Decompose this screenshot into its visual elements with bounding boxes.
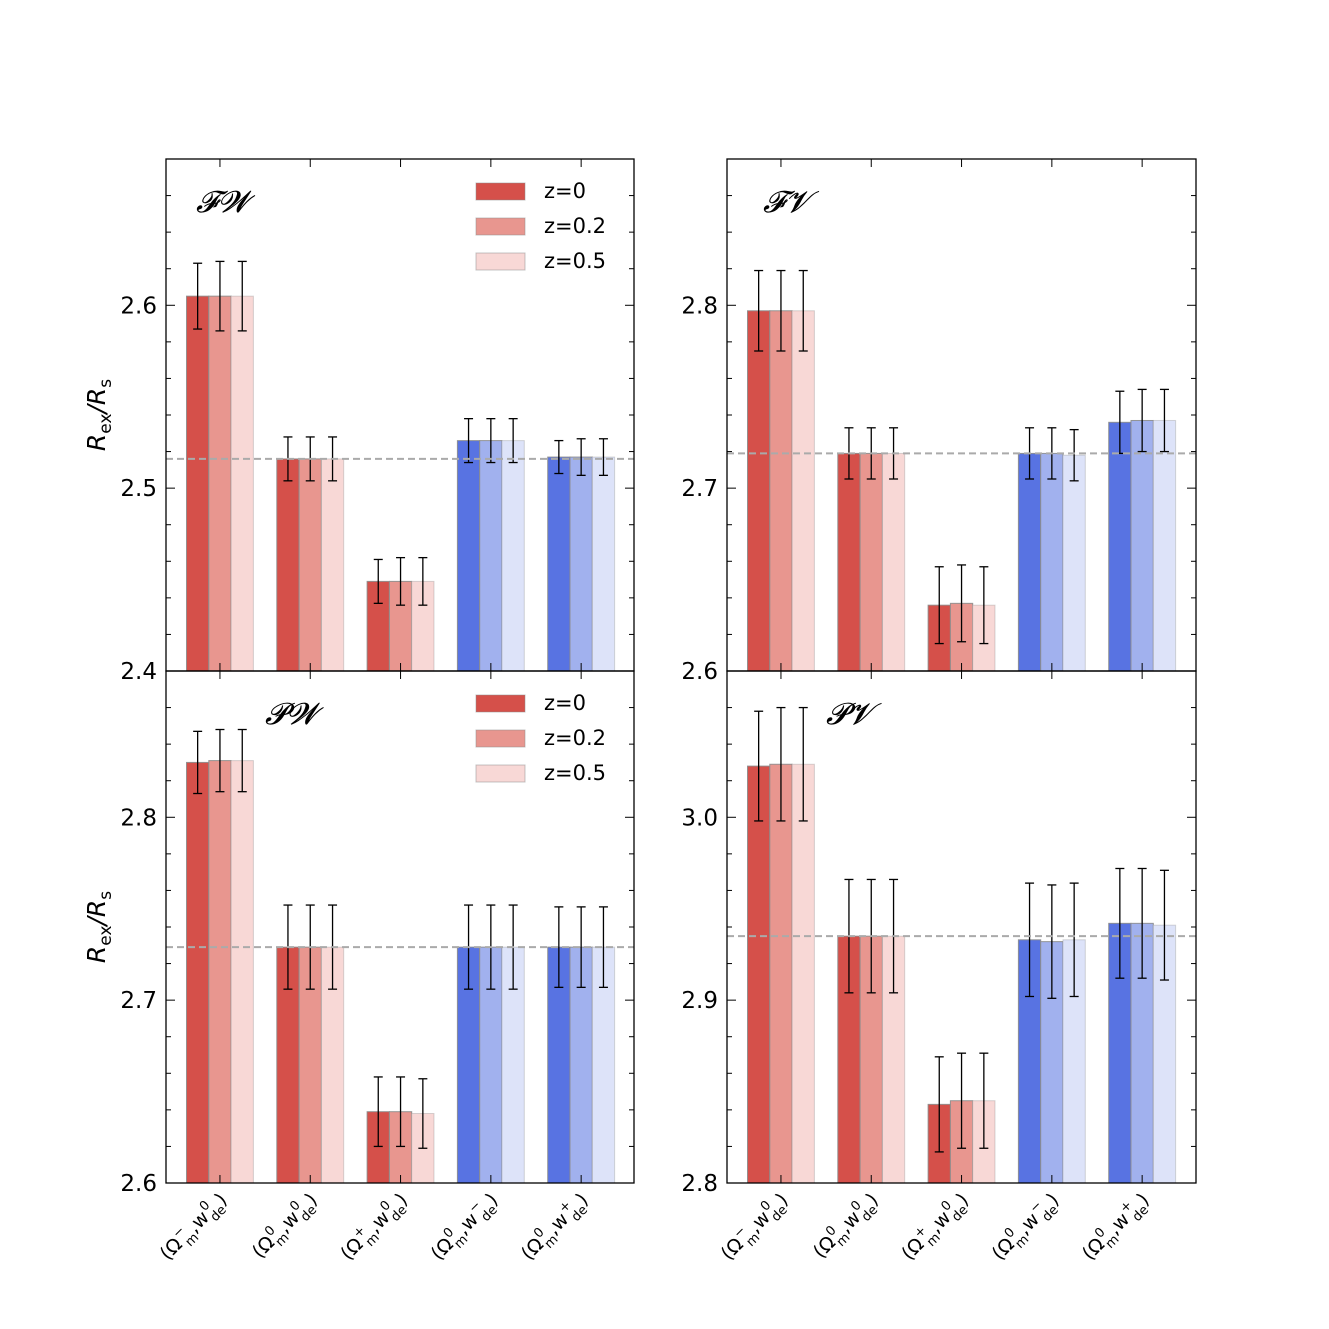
x-category-label: (Ω0m,w+de) <box>1076 1187 1157 1268</box>
legend-swatch <box>475 182 526 201</box>
legend-swatch <box>475 217 526 236</box>
bar <box>769 763 793 1184</box>
ylabel-sub: ex <box>96 926 116 946</box>
ylabel-main2: /R <box>82 388 111 416</box>
bar <box>547 456 571 672</box>
bar <box>1040 452 1064 672</box>
bar <box>1017 452 1042 672</box>
bar <box>747 765 771 1184</box>
bar <box>1108 421 1132 672</box>
ylabel-main: R <box>82 946 111 963</box>
x-category-label: (Ω0m,w0de) <box>807 1187 887 1267</box>
panel-fw: 2.4 2.5 2.6 𝓕𝓦 z=0 z=0.2 z=0.5 Rex/Rs <box>82 158 635 685</box>
x-category-label: (Ω−m,w0de) <box>154 1187 235 1268</box>
legend-swatch <box>475 729 526 748</box>
panel-fv: 2.6 2.7 2.8 𝓕𝓥 <box>681 158 1197 685</box>
y-tick-label: 2.6 <box>120 293 157 319</box>
bar <box>837 452 861 672</box>
bar <box>186 295 210 672</box>
bar <box>276 458 300 672</box>
bar <box>320 458 345 672</box>
bar <box>479 440 503 672</box>
y-tick-label: 2.7 <box>120 988 157 1014</box>
bar <box>859 452 883 672</box>
x-category-label: (Ω0m,w−de) <box>986 1187 1067 1268</box>
legend-label: z=0.5 <box>544 761 606 785</box>
y-tick-label: 3.0 <box>681 805 718 831</box>
bar <box>769 310 793 672</box>
bar <box>298 458 322 672</box>
y-tick-label: 2.8 <box>120 805 157 831</box>
panel-title: 𝓟𝓦 <box>265 697 325 732</box>
ylabel-sub2: s <box>96 891 116 900</box>
y-tick-label: 2.7 <box>681 476 718 502</box>
bar <box>456 440 481 672</box>
bar <box>747 310 771 672</box>
y-tick-label: 2.9 <box>681 988 718 1014</box>
bar <box>208 760 232 1184</box>
x-category-label: (Ω0m,w+de) <box>515 1187 596 1268</box>
bar <box>1130 419 1154 672</box>
y-tick-label: 2.8 <box>681 293 718 319</box>
bar <box>230 760 254 1184</box>
bar <box>1152 419 1177 672</box>
bar <box>591 456 616 672</box>
panel-title: 𝓕𝓥 <box>763 185 819 220</box>
ylabel-sub2: s <box>96 379 116 388</box>
panel-pv: 2.8 2.9 3.0 𝓟𝓥 (Ω−m,w0de)(Ω0m,w0de)(Ω+m,w0de… <box>681 670 1197 1268</box>
bar <box>501 440 525 672</box>
bar <box>881 452 906 672</box>
y-axis-label: Rex/Rs <box>82 891 116 963</box>
legend-swatch <box>475 694 526 713</box>
bar <box>1062 454 1086 672</box>
legend-label: z=0.5 <box>544 249 606 273</box>
panel-title: 𝓕𝓦 <box>196 185 256 220</box>
legend-label: z=0.2 <box>544 214 606 238</box>
bar <box>230 295 254 672</box>
legend-swatch <box>475 764 526 783</box>
bar <box>208 295 232 672</box>
bar <box>186 761 210 1184</box>
y-tick-label: 2.6 <box>120 1171 157 1197</box>
bar <box>791 310 815 672</box>
y-axis-label: Rex/Rs <box>82 379 116 451</box>
plot-frame <box>726 670 1197 1184</box>
bar <box>791 763 815 1184</box>
legend-label: z=0 <box>544 691 586 715</box>
ylabel-sub: ex <box>96 414 116 434</box>
x-category-label: (Ω0m,w0de) <box>246 1187 326 1267</box>
legend-swatch <box>475 252 526 271</box>
x-category-label: (Ω+m,w0de) <box>895 1187 976 1268</box>
plot-frame <box>165 670 635 1184</box>
panel-title: 𝓟𝓥 <box>826 697 882 732</box>
y-tick-label: 2.4 <box>120 659 157 685</box>
y-tick-label: 2.5 <box>120 476 157 502</box>
y-tick-label: 2.8 <box>681 1171 718 1197</box>
x-category-label: (Ω−m,w0de) <box>715 1187 796 1268</box>
legend-label: z=0.2 <box>544 726 606 750</box>
ylabel-main: R <box>82 434 111 451</box>
ylabel-main2: /R <box>82 900 111 928</box>
panel-pw: 2.6 2.7 2.8 𝓟𝓦 z=0 z=0.2 z=0.5 Rex/Rs (Ω−m,w0de)… <box>82 670 635 1268</box>
x-category-label: (Ω+m,w0de) <box>334 1187 415 1268</box>
y-tick-label: 2.6 <box>681 659 718 685</box>
legend-label: z=0 <box>544 179 586 203</box>
x-category-label: (Ω0m,w−de) <box>425 1187 506 1268</box>
bar <box>569 456 593 672</box>
panels-layer: 2.42.52.6𝓕𝓦 z=0z=0.2z=0.5Rex/Rs2.62.72.8𝓕… <box>82 158 1197 1268</box>
